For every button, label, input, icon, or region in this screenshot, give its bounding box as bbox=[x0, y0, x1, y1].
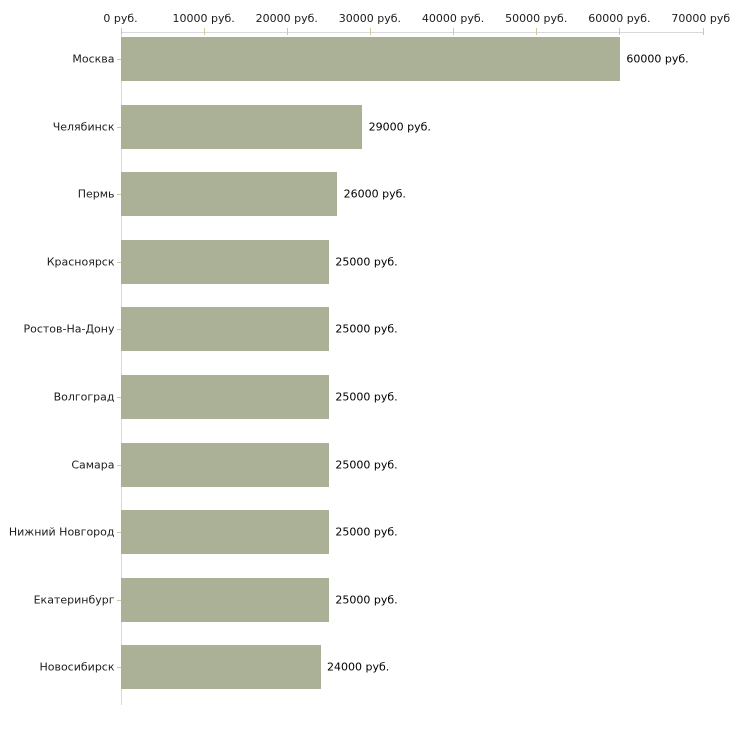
bar bbox=[121, 307, 329, 352]
bar bbox=[121, 172, 338, 217]
x-axis-tick-mark bbox=[453, 28, 455, 35]
x-axis-tick-label: 0 руб. bbox=[103, 12, 138, 25]
bar bbox=[121, 375, 329, 419]
y-axis-tick-mark bbox=[116, 126, 121, 128]
bar bbox=[121, 104, 363, 149]
value-label: 25000 руб. bbox=[335, 525, 398, 539]
x-axis-line bbox=[120, 32, 703, 33]
category-label: Нижний Новгород bbox=[8, 525, 115, 539]
category-label: Красноярск bbox=[46, 255, 115, 269]
x-axis-tick-mark bbox=[619, 28, 621, 35]
x-axis-tick-label: 40000 руб. bbox=[421, 12, 485, 25]
x-axis-tick-mark bbox=[369, 28, 371, 35]
category-label: Новосибирск bbox=[39, 660, 115, 674]
value-label: 25000 руб. bbox=[335, 593, 398, 607]
x-axis-tick-label: 10000 руб. bbox=[172, 12, 235, 25]
y-axis-tick-mark bbox=[116, 599, 121, 601]
bar bbox=[121, 510, 329, 555]
y-axis-tick-mark bbox=[116, 329, 121, 331]
bar bbox=[121, 239, 329, 284]
x-axis-tick-mark bbox=[536, 28, 538, 35]
category-label: Пермь bbox=[77, 187, 115, 201]
x-axis-tick-mark bbox=[203, 28, 205, 35]
y-axis-tick-mark bbox=[116, 397, 121, 398]
category-label: Самара bbox=[71, 458, 115, 472]
x-axis-tick-label: 60000 руб. bbox=[588, 12, 651, 25]
bar bbox=[121, 645, 321, 690]
x-axis-tick-label: 50000 руб. bbox=[505, 12, 568, 25]
y-axis-tick-mark bbox=[116, 194, 121, 196]
bar bbox=[121, 37, 620, 81]
category-label: Челябинск bbox=[52, 120, 115, 134]
y-axis-tick-mark bbox=[116, 261, 121, 263]
x-axis-tick-mark bbox=[286, 28, 288, 35]
category-label: Волгоград bbox=[53, 390, 115, 404]
x-axis-tick-mark bbox=[120, 28, 122, 35]
bar bbox=[121, 442, 329, 487]
value-label: 25000 руб. bbox=[335, 458, 398, 472]
category-label: Екатеринбург bbox=[33, 593, 115, 607]
x-axis-tick-mark bbox=[702, 28, 704, 35]
value-label: 25000 руб. bbox=[335, 390, 398, 404]
value-label: 24000 руб. bbox=[327, 660, 390, 674]
y-axis-tick-mark bbox=[116, 532, 121, 534]
x-axis-tick-label: 70000 руб. bbox=[671, 12, 730, 25]
value-label: 25000 руб. bbox=[335, 255, 398, 269]
value-label: 25000 руб. bbox=[335, 322, 398, 336]
bar bbox=[121, 577, 329, 622]
value-label: 29000 руб. bbox=[368, 120, 431, 134]
y-axis-line bbox=[120, 32, 122, 705]
category-label: Москва bbox=[72, 52, 115, 66]
value-label: 60000 руб. bbox=[626, 52, 689, 66]
category-label: Ростов-На-Дону bbox=[23, 322, 115, 336]
value-label: 26000 руб. bbox=[343, 187, 406, 201]
y-axis-tick-mark bbox=[116, 59, 121, 60]
x-axis-tick-label: 20000 руб. bbox=[255, 12, 318, 25]
y-axis-tick-mark bbox=[116, 667, 121, 669]
x-axis-tick-label: 30000 руб. bbox=[338, 12, 402, 25]
y-axis-tick-mark bbox=[116, 464, 121, 466]
